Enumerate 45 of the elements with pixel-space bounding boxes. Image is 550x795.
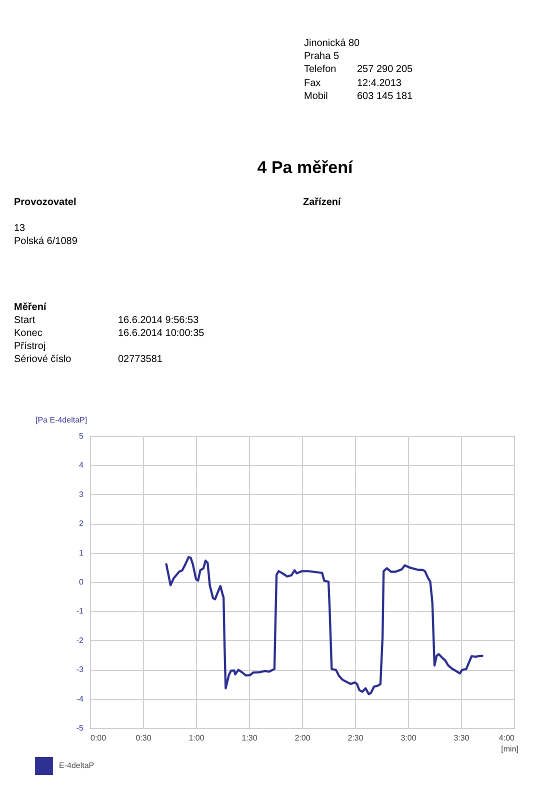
text: 257 290 205 [357, 64, 414, 75]
text: 603 145 181 [357, 91, 414, 102]
x-tick-label: 1:30 [242, 734, 258, 742]
text: Start [14, 315, 36, 326]
y-tick-label: 1 [79, 548, 84, 558]
x-axis-title: [min] [501, 744, 518, 754]
x-tick-label: 4:00 [498, 734, 516, 742]
chart-title: 4 Pa měření [257, 158, 354, 177]
text: Telefon [304, 64, 336, 75]
y-tick-label: 0 [79, 578, 84, 586]
x-tick-label: 2:00 [294, 734, 311, 742]
y-tick-label: 3 [79, 490, 84, 499]
text: Jinonická 80 [304, 38, 360, 49]
text: Mobil [304, 91, 328, 102]
y-tick-label: -2 [76, 636, 84, 645]
text: Měření [14, 302, 48, 313]
legend-label: E-4deltaP [59, 761, 94, 770]
y-axis-title: [Pa E-4deltaP] [36, 416, 88, 424]
text: 12:4.2013 [357, 78, 402, 89]
y-tick-label: -4 [76, 694, 84, 704]
x-tick-label: 1:00 [188, 734, 205, 742]
text: 13 [14, 223, 26, 234]
y-tick-label: 4 [79, 460, 84, 470]
y-tick-label: -1 [76, 606, 84, 616]
x-tick-label: 3:30 [454, 734, 470, 742]
text: Přístroj [14, 341, 46, 352]
text: Konec [14, 328, 42, 339]
line-series [165, 556, 484, 696]
y-tick-label: -5 [76, 724, 84, 732]
text: Praha 5 [304, 51, 340, 62]
y-tick-label: 2 [79, 519, 84, 528]
y-tick-label: -3 [76, 665, 84, 674]
y-tick-label: 5 [79, 432, 84, 440]
text: Provozovatel [14, 197, 76, 208]
x-tick-label: 0:30 [136, 734, 152, 742]
text: Polská 6/1089 [14, 236, 78, 247]
text: Zařízení [303, 197, 342, 208]
x-tick-label: 2:30 [348, 734, 364, 742]
text: 16.6.2014 10:00:35 [118, 328, 205, 339]
x-tick-label: 3:00 [400, 734, 417, 742]
text: Sériové číslo [14, 354, 72, 365]
text: 16.6.2014 9:56:53 [118, 315, 200, 326]
x-tick-label: 0:00 [90, 734, 107, 742]
text: 02773581 [118, 354, 163, 365]
text: Fax [304, 78, 321, 89]
